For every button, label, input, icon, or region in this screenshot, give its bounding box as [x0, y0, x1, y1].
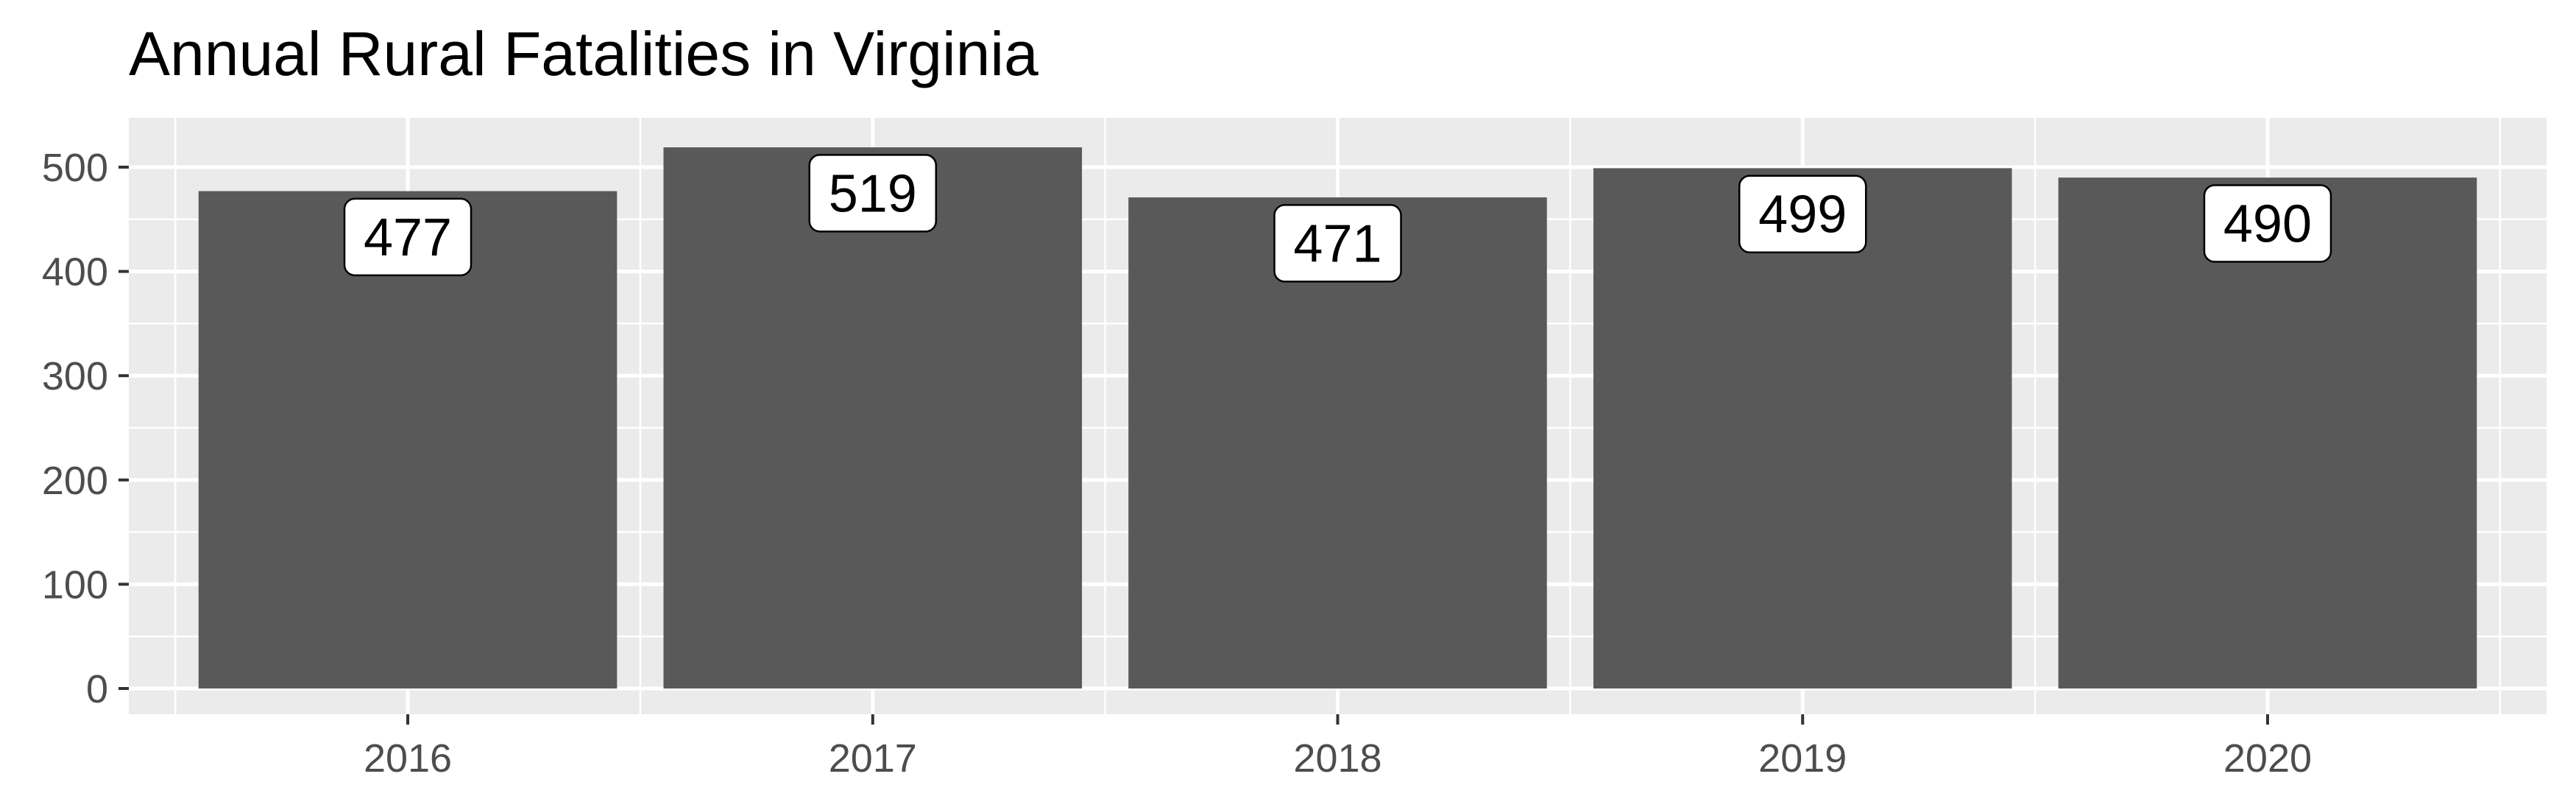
data-label-box [1738, 175, 1867, 253]
x-tick-label: 2017 [829, 736, 917, 781]
bar-2020 [2058, 177, 2477, 688]
x-tick-label: 2019 [1758, 736, 1847, 781]
data-label-box [808, 154, 938, 233]
bar-2017 [663, 147, 1083, 688]
data-label-box [343, 197, 473, 277]
data-label: 519 [829, 164, 917, 223]
data-label: 477 [364, 208, 452, 267]
data-label-box [1273, 204, 1402, 283]
y-tick-label: 100 [42, 563, 108, 607]
x-tick-label: 2018 [1293, 736, 1381, 781]
y-tick-label: 200 [42, 459, 108, 503]
y-tick-label: 300 [42, 354, 108, 398]
x-axis: 2016 2017 2018 2019 2020 [364, 714, 2312, 781]
chart-title: Annual Rural Fatalities in Virginia [129, 19, 1038, 88]
data-label: 490 [2223, 194, 2312, 253]
data-label: 471 [1293, 214, 1381, 273]
data-label: 499 [1758, 186, 1847, 244]
data-label-box [2203, 184, 2332, 263]
y-tick-label: 0 [86, 667, 108, 711]
y-tick-label: 500 [42, 146, 108, 190]
data-labels: 477 519 471 499 490 [343, 154, 2332, 283]
y-axis: 0 100 200 300 400 500 [42, 146, 129, 711]
bar-2019 [1593, 168, 2012, 688]
x-tick-label: 2020 [2223, 736, 2312, 781]
y-tick-label: 400 [42, 250, 108, 295]
x-tick-label: 2016 [364, 736, 452, 781]
